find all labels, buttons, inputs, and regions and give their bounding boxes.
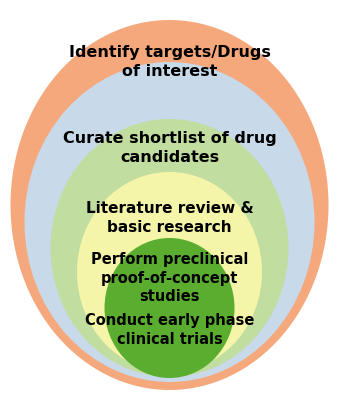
Ellipse shape	[24, 62, 315, 382]
Ellipse shape	[77, 172, 262, 372]
Text: Perform preclinical
proof-of-concept
studies: Perform preclinical proof-of-concept stu…	[91, 252, 248, 304]
Text: Conduct early phase
clinical trials: Conduct early phase clinical trials	[85, 313, 254, 347]
Ellipse shape	[51, 119, 288, 377]
Text: Curate shortlist of drug
candidates: Curate shortlist of drug candidates	[63, 131, 276, 165]
Ellipse shape	[104, 238, 235, 378]
Text: Literature review &
basic research: Literature review & basic research	[86, 201, 253, 235]
Text: Identify targets/Drugs
of interest: Identify targets/Drugs of interest	[68, 45, 271, 79]
Ellipse shape	[11, 20, 328, 390]
